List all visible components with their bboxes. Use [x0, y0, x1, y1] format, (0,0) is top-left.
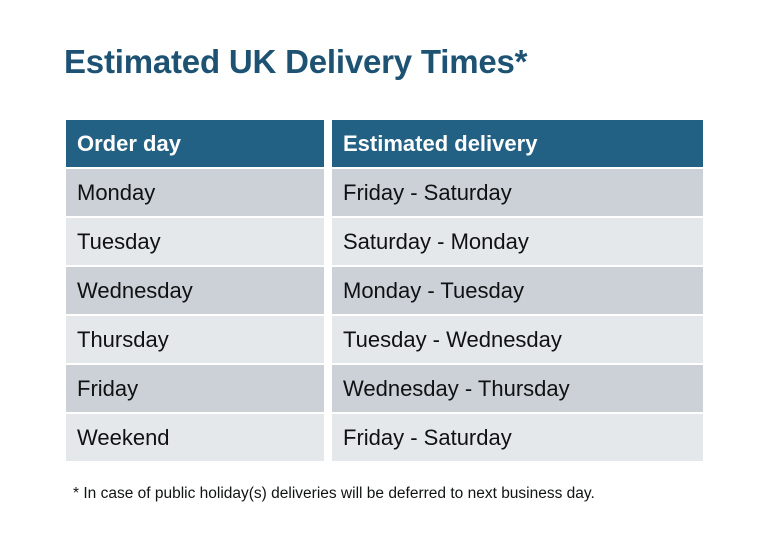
cell-estimated-delivery: Tuesday - Wednesday — [332, 316, 703, 363]
cell-estimated-delivery: Saturday - Monday — [332, 218, 703, 265]
table-row: Tuesday Saturday - Monday — [66, 218, 703, 265]
delivery-times-table: Order day Estimated delivery Monday Frid… — [66, 120, 703, 463]
table-row: Thursday Tuesday - Wednesday — [66, 316, 703, 363]
cell-order-day: Tuesday — [66, 218, 324, 265]
footnote-text: * In case of public holiday(s) deliverie… — [73, 485, 595, 502]
cell-estimated-delivery: Monday - Tuesday — [332, 267, 703, 314]
cell-order-day: Thursday — [66, 316, 324, 363]
cell-order-day: Wednesday — [66, 267, 324, 314]
table-row: Monday Friday - Saturday — [66, 169, 703, 216]
table-header-row: Order day Estimated delivery — [66, 120, 703, 167]
cell-order-day: Friday — [66, 365, 324, 412]
column-header-estimated-delivery: Estimated delivery — [332, 120, 703, 167]
cell-estimated-delivery: Wednesday - Thursday — [332, 365, 703, 412]
cell-order-day: Monday — [66, 169, 324, 216]
cell-estimated-delivery: Friday - Saturday — [332, 414, 703, 461]
table-row: Friday Wednesday - Thursday — [66, 365, 703, 412]
table-row: Weekend Friday - Saturday — [66, 414, 703, 461]
table-row: Wednesday Monday - Tuesday — [66, 267, 703, 314]
cell-estimated-delivery: Friday - Saturday — [332, 169, 703, 216]
column-header-order-day: Order day — [66, 120, 324, 167]
page-title: Estimated UK Delivery Times* — [64, 43, 528, 80]
cell-order-day: Weekend — [66, 414, 324, 461]
